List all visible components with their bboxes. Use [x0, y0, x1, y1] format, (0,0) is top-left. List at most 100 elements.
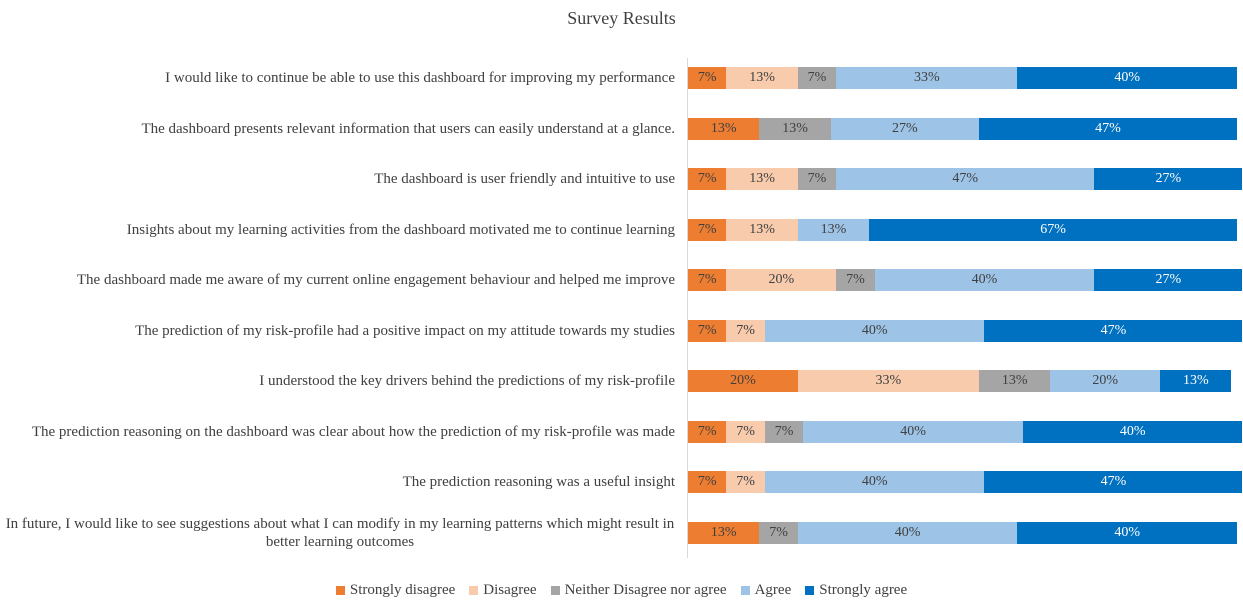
bar-segment	[1050, 370, 1161, 392]
bar-segment	[797, 370, 979, 392]
category-label: The dashboard is user friendly and intui…	[5, 159, 675, 199]
legend-item: Disagree	[469, 582, 537, 599]
legend-swatch	[550, 586, 560, 595]
data-label: 7%	[697, 221, 717, 237]
bar-segment	[759, 117, 831, 140]
data-label: 33%	[913, 70, 940, 85]
category-label: The prediction reasoning on the dashboar…	[5, 412, 675, 452]
data-label: 40%	[1114, 70, 1141, 85]
legend-label: Strongly disagree	[349, 582, 456, 598]
bar-segment	[726, 471, 765, 493]
data-label: 13%	[782, 120, 808, 136]
data-label: 7%	[736, 423, 755, 439]
bar-segment	[1094, 269, 1243, 291]
legend-label: Neither Disagree nor agree	[564, 582, 727, 598]
legend-swatch	[469, 586, 479, 595]
bar-segment	[726, 269, 837, 291]
data-label: 40%	[894, 524, 921, 540]
bar-segment	[836, 269, 875, 291]
bar-segment	[836, 67, 1018, 89]
data-label: 7%	[769, 524, 788, 540]
data-label: 7%	[697, 272, 717, 287]
bar-segment	[764, 420, 804, 443]
category-text: The prediction reasoning on the dashboar…	[31, 423, 675, 440]
bar-segment	[688, 269, 727, 291]
category-label: The prediction reasoning was a useful in…	[5, 462, 675, 502]
category-text: I would like to continue be able to use …	[165, 70, 675, 86]
data-label: 13%	[710, 120, 737, 136]
legend-swatch	[740, 586, 750, 595]
bar-segment	[1094, 168, 1243, 190]
data-label: 20%	[730, 373, 756, 388]
bar-segment	[688, 168, 727, 190]
category-text: The prediction of my risk-profile had a …	[135, 322, 675, 339]
category-label: In future, I would like to see suggestio…	[5, 513, 675, 553]
data-label: 27%	[892, 120, 918, 136]
category-label: The prediction of my risk-profile had a …	[5, 311, 675, 351]
data-label: 13%	[1001, 373, 1028, 388]
legend-swatch	[805, 586, 815, 595]
data-label: 47%	[1100, 322, 1127, 338]
data-label: 7%	[807, 171, 827, 186]
bar-segment	[726, 420, 765, 443]
legend-item: Strongly agree	[805, 582, 907, 599]
data-label: 47%	[1100, 474, 1127, 489]
bar-segment	[984, 471, 1243, 493]
bar-segment	[688, 67, 727, 89]
category-label: I would like to continue be able to use …	[5, 58, 675, 98]
data-label: 47%	[952, 171, 979, 186]
data-label: 7%	[807, 70, 827, 85]
bar-segment	[1160, 370, 1232, 392]
axis-line	[687, 58, 688, 558]
bar-segment	[984, 319, 1243, 342]
category-text: Insights about my learning activities fr…	[126, 221, 675, 238]
bar-segment	[759, 521, 798, 544]
data-label: 7%	[736, 474, 755, 489]
data-label: 67%	[1040, 221, 1066, 237]
bar-segment	[688, 471, 727, 493]
bar-segment	[726, 218, 798, 241]
data-label: 40%	[861, 322, 888, 338]
data-label: 20%	[1092, 373, 1119, 388]
data-label: 40%	[971, 272, 998, 287]
bar-segment	[1017, 521, 1237, 544]
category-text: The dashboard is user friendly and intui…	[374, 171, 675, 187]
bar-segment	[836, 168, 1095, 190]
bar-segment	[726, 168, 798, 190]
data-label: 13%	[749, 70, 775, 85]
legend-label: Agree	[754, 582, 792, 598]
category-label: I understood the key drivers behind the …	[5, 361, 675, 401]
data-label: 13%	[820, 221, 847, 237]
data-label: 7%	[774, 423, 794, 439]
bar-segment	[688, 521, 760, 544]
legend-item: Neither Disagree nor agree	[550, 582, 727, 599]
bar-segment	[726, 319, 765, 342]
bar-segment	[797, 218, 870, 241]
category-label: Insights about my learning activities fr…	[5, 210, 675, 250]
bar-segment	[688, 370, 798, 392]
bar-segment	[1022, 420, 1243, 443]
data-label: 33%	[875, 373, 902, 388]
category-text: In future, I would like to see suggestio…	[5, 515, 675, 550]
chart-title: Survey Results	[567, 8, 676, 28]
bar-segment	[764, 319, 985, 342]
bar-segment	[874, 269, 1095, 291]
bar-segment	[764, 471, 985, 493]
bar-segment	[978, 370, 1051, 392]
data-label: 7%	[697, 423, 717, 439]
data-label: 40%	[1114, 524, 1141, 540]
data-label: 7%	[846, 272, 865, 287]
category-label: The dashboard made me aware of my curren…	[5, 260, 675, 300]
data-label: 13%	[1182, 373, 1209, 388]
data-label: 20%	[768, 272, 795, 287]
legend-item: Strongly disagree	[335, 582, 456, 599]
data-label: 40%	[1119, 423, 1146, 439]
category-text: The dashboard made me aware of my curren…	[76, 272, 675, 288]
data-label: 47%	[1095, 120, 1121, 136]
bar-segment	[1017, 67, 1237, 89]
bar-segment	[688, 420, 727, 443]
data-label: 13%	[710, 524, 737, 540]
data-label: 40%	[900, 423, 926, 439]
data-label: 40%	[861, 474, 888, 489]
